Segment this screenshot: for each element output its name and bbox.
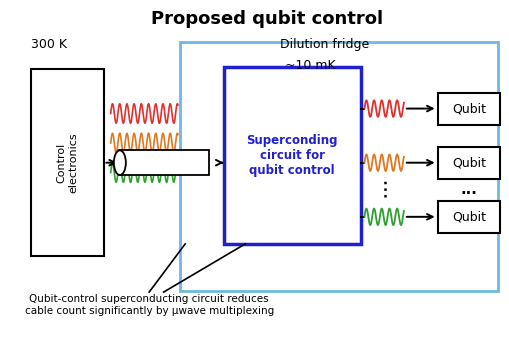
Text: ~10 mK: ~10 mK: [285, 60, 335, 72]
Ellipse shape: [114, 150, 126, 175]
Text: Qubit-control superconducting circuit reduces
cable count significantly by μwave: Qubit-control superconducting circuit re…: [24, 294, 273, 316]
Text: Dilution fridge: Dilution fridge: [279, 38, 369, 51]
Text: Control
electronics: Control electronics: [56, 132, 78, 193]
Bar: [119, 150, 209, 175]
Text: Qubit: Qubit: [451, 156, 485, 169]
Text: Qubit: Qubit: [451, 210, 485, 223]
Bar: [223, 67, 360, 244]
Bar: [32, 69, 103, 256]
Text: 300 K: 300 K: [32, 38, 67, 51]
Bar: [437, 93, 499, 125]
Text: Superconding
circuit for
qubit control: Superconding circuit for qubit control: [246, 134, 337, 177]
Text: ...: ...: [460, 182, 476, 197]
Text: Proposed qubit control: Proposed qubit control: [151, 10, 382, 28]
Text: Qubit: Qubit: [451, 102, 485, 115]
Bar: [180, 42, 497, 290]
Bar: [437, 147, 499, 179]
Bar: [437, 201, 499, 233]
